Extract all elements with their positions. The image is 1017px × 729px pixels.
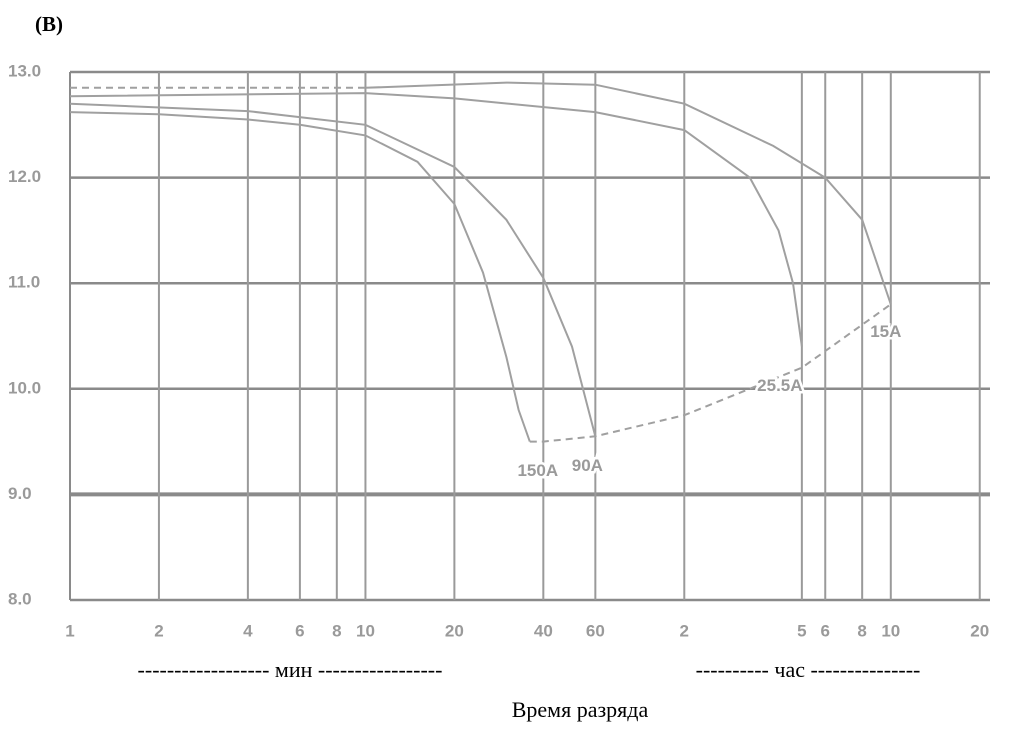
series-label: 25.5A	[757, 376, 802, 395]
series-line	[69, 111, 531, 442]
y-tick-label: 11.0	[8, 273, 40, 292]
x-tick-label: 60	[586, 621, 605, 640]
y-tick-label: 9.0	[8, 484, 32, 503]
series-label: 15A	[870, 322, 901, 341]
dashed-line	[529, 303, 892, 443]
y-tick-label: 10.0	[8, 378, 41, 397]
series-line	[69, 102, 597, 437]
series-line	[365, 81, 892, 305]
x-tick-label: 6	[821, 621, 830, 640]
x-tick-label: 20	[970, 621, 989, 640]
x-tick-label: 2	[154, 621, 163, 640]
x-tick-label: 5	[797, 621, 806, 640]
x-sublabel: ------------------ мин -----------------	[138, 657, 443, 682]
y-tick-label: 8.0	[8, 589, 32, 608]
x-tick-label: 10	[881, 621, 900, 640]
x-tick-label: 10	[356, 621, 375, 640]
x-tick-label: 1	[65, 621, 74, 640]
x-tick-label: 2	[680, 621, 689, 640]
x-axis-label: Время разряда	[512, 697, 649, 722]
chart-title: (B)	[35, 12, 63, 36]
x-tick-label: 6	[295, 621, 304, 640]
series-label: 150A	[517, 461, 558, 480]
y-tick-label: 12.0	[8, 167, 41, 186]
series-label: 90A	[572, 456, 603, 475]
y-tick-label: 13.0	[8, 61, 41, 80]
x-tick-label: 20	[445, 621, 464, 640]
x-tick-label: 8	[332, 621, 341, 640]
x-sublabel: ---------- час ---------------	[696, 657, 921, 682]
x-tick-label: 40	[534, 621, 553, 640]
x-tick-label: 4	[243, 621, 253, 640]
x-tick-label: 8	[857, 621, 866, 640]
series-line	[69, 92, 803, 347]
